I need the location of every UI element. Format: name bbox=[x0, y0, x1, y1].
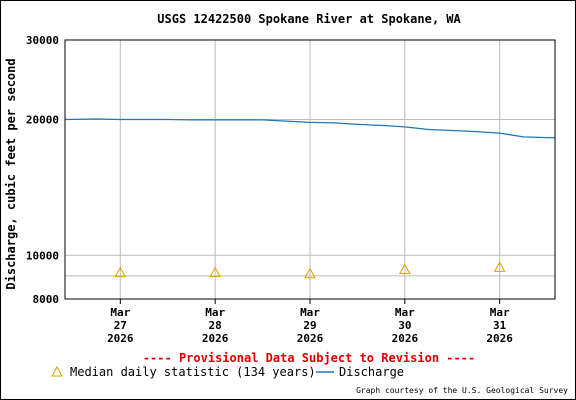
x-tick-label-0-1: 27 bbox=[114, 319, 127, 332]
chart-title: USGS 12422500 Spokane River at Spokane, … bbox=[157, 12, 461, 26]
discharge-line bbox=[64, 118, 556, 139]
median-point-3 bbox=[398, 263, 411, 274]
x-tick-label-4-0: Mar bbox=[490, 306, 510, 319]
median-point-1 bbox=[209, 266, 222, 278]
x-tick-label-4-2: 2026 bbox=[486, 332, 513, 345]
x-tick-label-3-0: Mar bbox=[395, 306, 415, 319]
x-tick-label-2-2: 2026 bbox=[297, 332, 324, 345]
x-tick-label-2-1: 29 bbox=[303, 319, 316, 332]
x-tick-label-3-2: 2026 bbox=[392, 332, 419, 345]
x-tick-label-1-1: 28 bbox=[209, 319, 222, 332]
provisional-notice: ---- Provisional Data Subject to Revisio… bbox=[143, 351, 475, 365]
legend: Median daily statistic (134 years) Disch… bbox=[51, 365, 404, 379]
y-tick-label-3: 30000 bbox=[26, 34, 59, 47]
x-tick-label-1-0: Mar bbox=[205, 306, 225, 319]
x-tick-label-1-2: 2026 bbox=[202, 332, 229, 345]
median-point-0 bbox=[114, 266, 127, 278]
y-tick-label-2: 20000 bbox=[26, 113, 59, 126]
usgs-credit: Graph courtesy of the U.S. Geological Su… bbox=[356, 386, 568, 395]
x-tick-label-0-0: Mar bbox=[110, 306, 130, 319]
median-point-2 bbox=[304, 267, 316, 279]
legend-median-triangle-icon bbox=[51, 365, 63, 377]
y-tick-label-0: 8000 bbox=[33, 293, 60, 306]
y-ticks: 8000 10000 20000 30000 bbox=[26, 34, 59, 306]
x-ticks: Mar272026Mar282026Mar292026Mar302026Mar3… bbox=[107, 299, 513, 345]
legend-discharge-label: Discharge bbox=[339, 365, 404, 379]
legend-median-label: Median daily statistic (134 years) bbox=[70, 365, 316, 379]
x-tick-label-3-1: 30 bbox=[398, 319, 411, 332]
x-tick-label-2-0: Mar bbox=[300, 306, 320, 319]
x-tick-label-4-1: 31 bbox=[493, 319, 507, 332]
median-point-4 bbox=[493, 261, 506, 272]
y-axis-label: Discharge, cubic feet per second bbox=[4, 58, 18, 289]
y-tick-label-1: 10000 bbox=[26, 249, 59, 262]
x-tick-label-0-2: 2026 bbox=[107, 332, 134, 345]
grid bbox=[65, 40, 555, 299]
series-layer bbox=[64, 118, 556, 279]
